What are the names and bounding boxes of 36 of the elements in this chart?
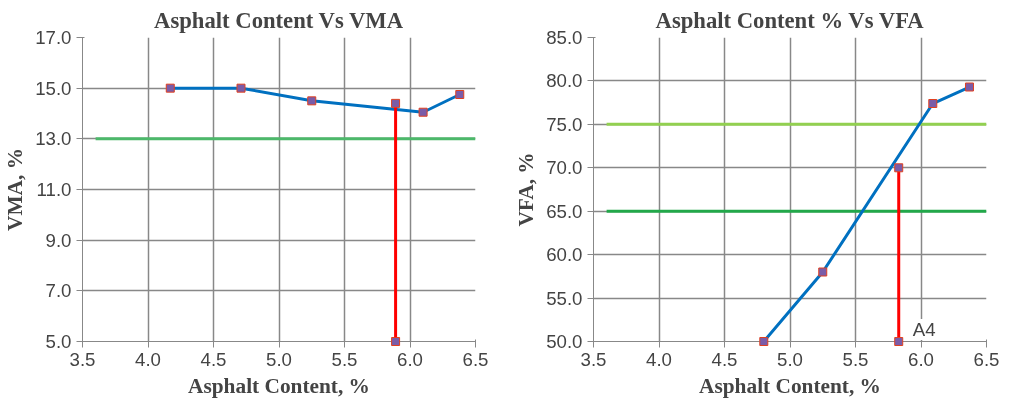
- y-tick-label: 11.0: [36, 179, 72, 200]
- y-tick-label: 85.0: [546, 27, 583, 48]
- x-tick-label: 4.5: [711, 348, 738, 370]
- y-tick-label: 50.0: [546, 331, 583, 352]
- x-tick-label: 5.0: [777, 348, 803, 370]
- chart-title: Asphalt Content Vs VMA: [154, 7, 404, 33]
- x-tick-label: 3.5: [69, 348, 96, 370]
- chart-title: Asphalt Content % Vs VFA: [655, 7, 925, 33]
- annotation: A4: [912, 319, 936, 340]
- y-tick-label: 5.0: [45, 331, 72, 352]
- x-axis-title: Asphalt Content, %: [699, 373, 881, 398]
- x-tick-label: 6.0: [397, 348, 423, 370]
- y-axis-title: VFA, %: [514, 152, 539, 227]
- x-axis-title: Asphalt Content, %: [188, 373, 370, 398]
- x-tick-label: 5.0: [266, 348, 292, 370]
- y-tick-label: 75.0: [546, 113, 583, 135]
- x-tick-label: 4.0: [135, 348, 161, 370]
- x-tick-label: 4.0: [646, 348, 672, 370]
- y-tick-label: 7.0: [45, 280, 72, 302]
- y-axis-title: VMA, %: [3, 148, 28, 231]
- x-tick-label: 6.5: [973, 348, 1000, 370]
- x-tick-label: 4.5: [200, 348, 227, 370]
- y-tick-label: 15.0: [35, 77, 72, 99]
- y-tick-label: 13.0: [35, 128, 72, 150]
- x-tick-label: 3.5: [580, 348, 607, 370]
- y-tick-label: 80.0: [546, 70, 583, 92]
- y-tick-label: 17.0: [35, 27, 72, 48]
- x-tick-label: 6.5: [462, 348, 489, 370]
- y-tick-label: 70.0: [546, 157, 583, 179]
- x-tick-label: 6.0: [908, 348, 934, 370]
- y-tick-label: 9.0: [45, 229, 72, 251]
- y-tick-label: 60.0: [546, 244, 583, 266]
- x-tick-label: 5.5: [331, 348, 358, 370]
- x-tick-label: 5.5: [842, 348, 869, 370]
- y-tick-label: 65.0: [546, 200, 583, 222]
- y-tick-label: 55.0: [546, 287, 583, 309]
